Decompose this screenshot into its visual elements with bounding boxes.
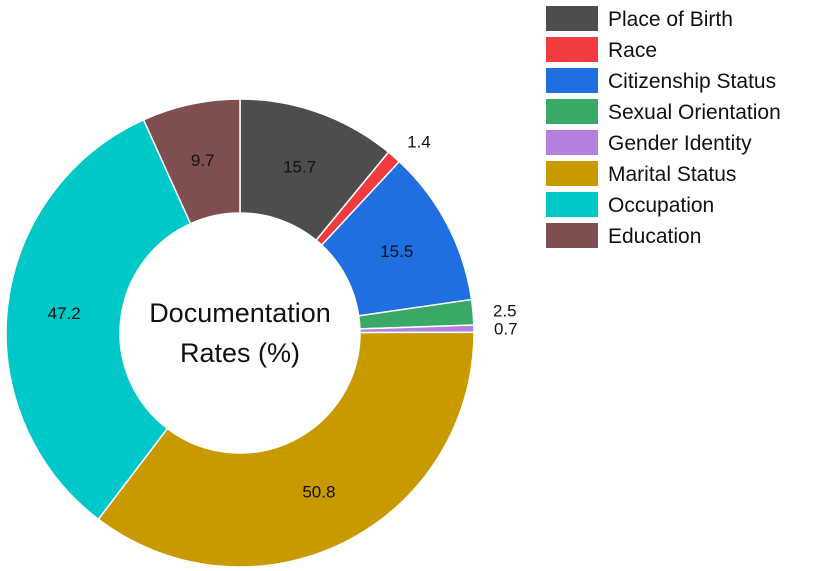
slice-label-marital-status: 50.8 (302, 482, 335, 501)
slice-label-sexual-orientation: 2.5 (493, 302, 517, 321)
legend-swatch-place-of-birth (546, 6, 598, 31)
legend-swatch-occupation (546, 192, 598, 217)
legend-label-gender-identity: Gender Identity (608, 132, 752, 155)
legend-swatch-race (546, 37, 598, 62)
legend-label-marital-status: Marital Status (608, 163, 736, 186)
legend-label-race: Race (608, 39, 657, 62)
slice-label-place-of-birth: 15.7 (283, 157, 316, 176)
legend-swatch-gender-identity (546, 130, 598, 155)
legend-swatch-citizenship-status (546, 68, 598, 93)
legend-label-education: Education (608, 225, 701, 248)
slice-label-citizenship-status: 15.5 (380, 242, 413, 261)
donut-slices (5, 98, 475, 568)
center-label-line-2: Rates (%) (180, 338, 300, 368)
legend-swatch-marital-status (546, 161, 598, 186)
legend-label-citizenship-status: Citizenship Status (608, 70, 776, 93)
slice-labels: 15.7 1.4 15.5 2.50.7 50.8 47.2 9.7 (48, 133, 518, 502)
slice-marital-status (97, 331, 475, 568)
slice-label-education: 9.7 (191, 151, 215, 170)
slice-label-race: 1.4 (407, 133, 431, 152)
legend-swatch-education (546, 223, 598, 248)
legend-swatch-sexual-orientation (546, 99, 598, 124)
legend-label-occupation: Occupation (608, 194, 714, 217)
slice-label-gender-identity: 0.7 (494, 319, 518, 338)
center-label: Documentation Rates (%) (149, 298, 331, 368)
slice-label-occupation: 47.2 (48, 304, 81, 323)
legend: Place of Birth Race Citizenship Status Sexu… (546, 6, 781, 248)
slice-occupation (5, 118, 192, 521)
center-label-line-1: Documentation (149, 298, 331, 328)
slice-education (142, 98, 241, 225)
legend-label-place-of-birth: Place of Birth (608, 8, 733, 31)
legend-label-sexual-orientation: Sexual Orientation (608, 101, 781, 124)
